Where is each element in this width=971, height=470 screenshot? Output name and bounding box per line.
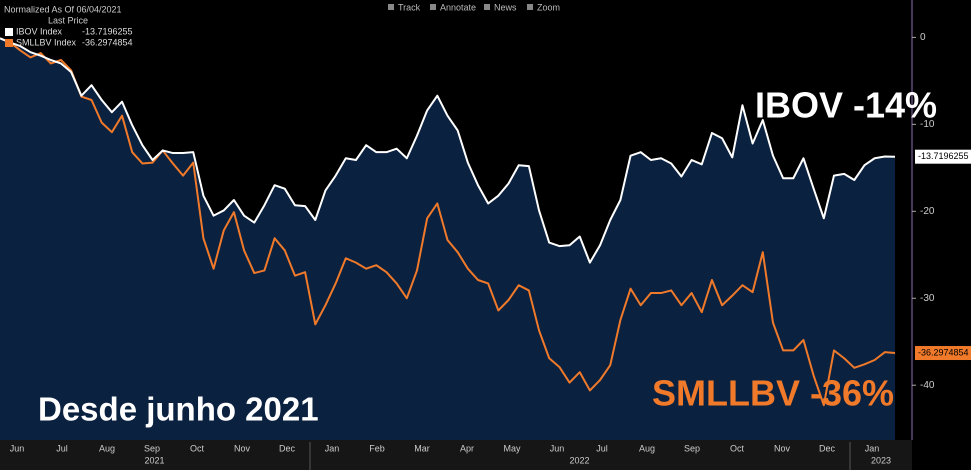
last-value-label: -36.2974854 [918,347,969,357]
x-tick-label: Aug [639,443,655,453]
x-tick-label: Mar [414,443,430,453]
x-tick-label: Jan [865,443,880,453]
x-tick-label: Jul [56,443,68,453]
legend-value: -36.2974854 [82,37,133,47]
toolbar-icon [430,4,436,10]
toolbar-button[interactable]: Annotate [440,2,476,12]
x-tick-label: Oct [190,443,205,453]
y-tick-label: 0 [920,32,926,43]
series-line [0,37,896,264]
x-axis-band [0,440,912,470]
x-tick-label: Jul [596,443,608,453]
annotation: Desde junho 2021 [38,391,319,428]
x-year-label: 2023 [871,455,891,465]
x-tick-label: May [503,443,521,453]
legend-value: -13.7196255 [82,26,133,36]
legend-label: SMLLBV Index [16,37,77,47]
y-tick-label: -30 [920,293,935,304]
y-tick-label: -40 [920,380,935,391]
x-tick-label: Nov [774,443,791,453]
x-tick-label: Nov [234,443,251,453]
legend-label: IBOV Index [16,26,63,36]
x-tick-label: Dec [819,443,836,453]
legend-swatch [5,28,13,36]
x-tick-label: Sep [684,443,700,453]
subtitle: Normalized As Of 06/04/2021 [4,4,122,14]
x-tick-label: Oct [730,443,745,453]
x-tick-label: Jun [550,443,565,453]
x-tick-label: Jun [10,443,25,453]
toolbar-button[interactable]: News [494,2,517,12]
last-value-label: -13.7196255 [918,151,969,161]
x-tick-label: Feb [369,443,385,453]
y-tick-label: -10 [920,119,935,130]
annotation: SMLLBV -36% [652,373,894,414]
legend-title: Last Price [48,15,88,25]
x-tick-label: Sep [144,443,160,453]
x-tick-label: Jan [325,443,340,453]
toolbar-icon [527,4,533,10]
x-tick-label: Dec [279,443,296,453]
last-value-tag [915,346,971,361]
toolbar-icon [388,4,394,10]
series-line [0,37,896,407]
x-tick-label: Apr [460,443,474,453]
toolbar-button[interactable]: Track [398,2,421,12]
legend-swatch [5,39,13,47]
x-year-label: 2022 [569,455,589,465]
x-year-label: 2021 [144,455,164,465]
y-tick-label: -20 [920,206,935,217]
last-value-tag [915,149,971,164]
toolbar-button[interactable]: Zoom [537,2,560,12]
toolbar-icon [484,4,490,10]
annotation: IBOV -14% [755,85,937,126]
x-tick-label: Aug [99,443,115,453]
